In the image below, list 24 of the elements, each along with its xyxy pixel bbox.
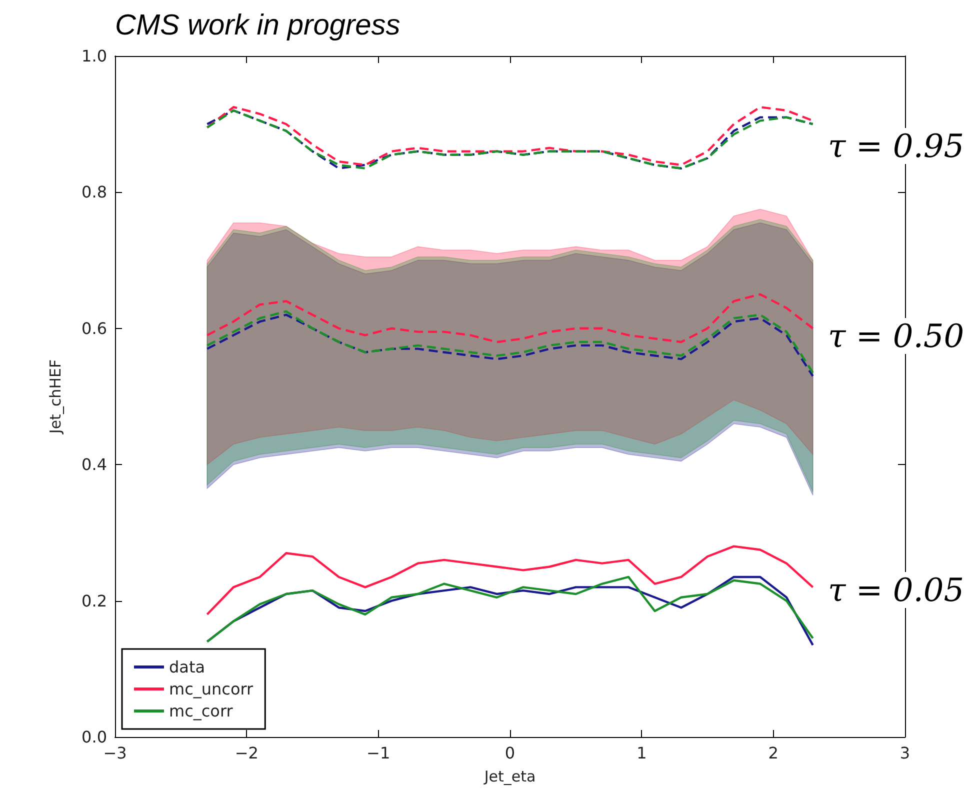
annotation: τ = 0.05	[828, 571, 964, 609]
y-tick-label: 0.0	[82, 728, 107, 746]
line-series	[206, 545, 814, 616]
x-axis-title: Jet_eta	[483, 768, 536, 786]
y-tick-label: 0.2	[82, 591, 107, 610]
y-tick-label: 1.0	[82, 46, 107, 66]
x-tick-label: −1	[366, 744, 390, 762]
line-series	[206, 293, 814, 344]
y-tick-label: 0.6	[82, 318, 107, 338]
x-tick-label: −2	[234, 744, 258, 762]
x-tick-label: 1	[636, 744, 647, 762]
annotation: τ = 0.95	[828, 127, 964, 165]
legend-label: data	[169, 658, 206, 676]
x-tick-label: −3	[103, 744, 127, 762]
legend-label: mc_uncorr	[169, 680, 254, 698]
chart-title: CMS work in progress	[115, 10, 400, 42]
x-tick-label: 3	[900, 744, 910, 762]
y-axis-title: Jet_chHEF	[46, 359, 64, 435]
y-tick-label: 0.8	[82, 182, 107, 202]
x-tick-label: 2	[768, 744, 778, 762]
annotation: τ = 0.50	[828, 317, 964, 355]
y-tick-label: 0.4	[82, 455, 107, 474]
legend-label: mc_corr	[169, 702, 234, 720]
x-tick-label: 0	[504, 744, 516, 762]
